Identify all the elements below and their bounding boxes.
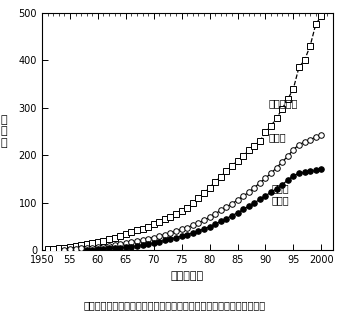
Text: 産卵数: 産卵数 bbox=[268, 133, 286, 143]
X-axis label: 年（産卵）: 年（産卵） bbox=[171, 271, 204, 281]
Text: 観察個体数: 観察個体数 bbox=[268, 98, 298, 108]
Text: 巣立ち
ひな数: 巣立ち ひな数 bbox=[271, 183, 289, 205]
Y-axis label: 個
体
数: 個 体 数 bbox=[1, 115, 8, 148]
Text: 伊豆諸島鳥島におけるアホウドリの個体数増加（まとめ：長谷川博）: 伊豆諸島鳥島におけるアホウドリの個体数増加（まとめ：長谷川博） bbox=[84, 300, 266, 310]
